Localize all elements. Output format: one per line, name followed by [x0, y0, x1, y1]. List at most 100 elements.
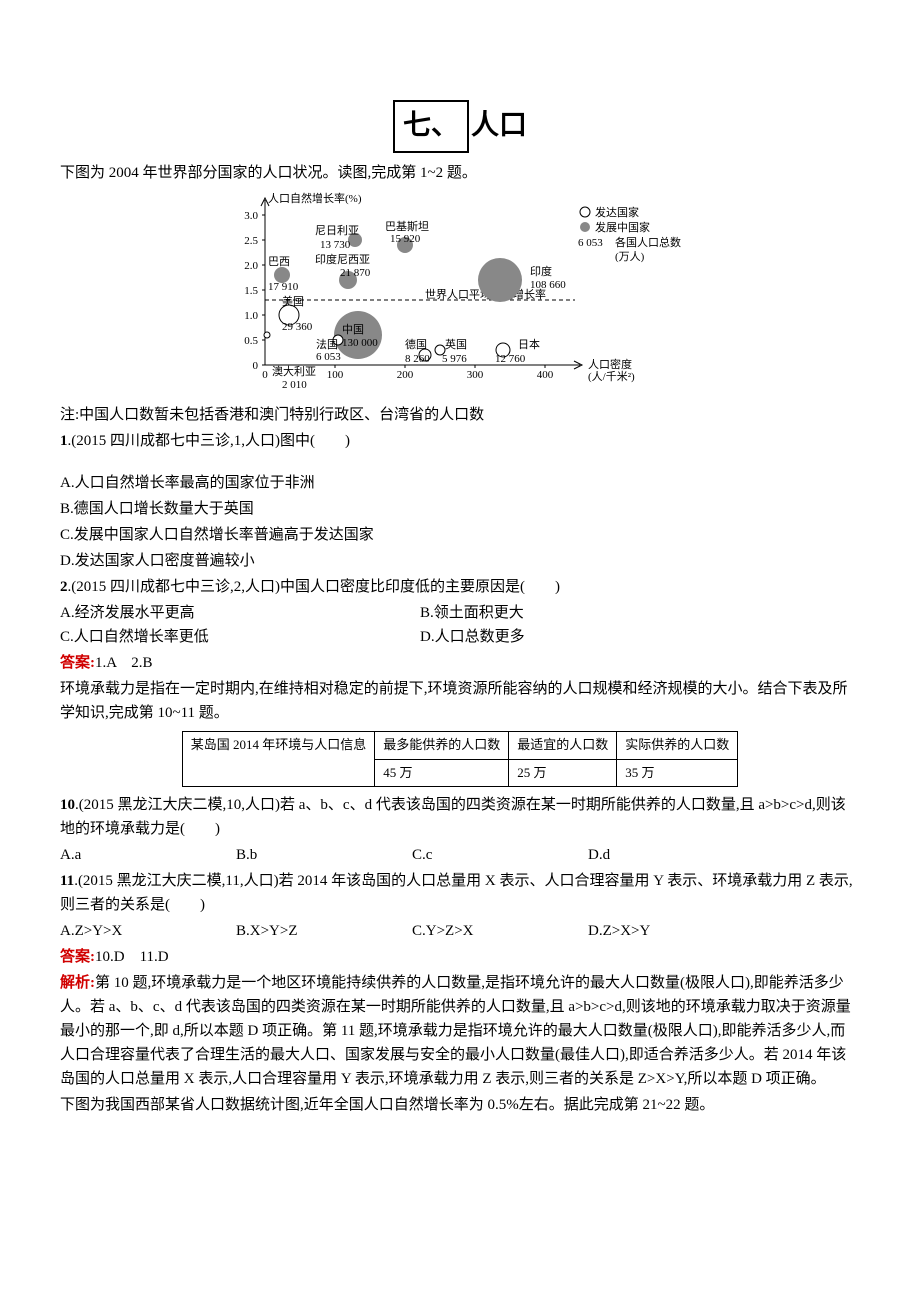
svg-text:巴基斯坦: 巴基斯坦: [385, 219, 429, 233]
q11-options: A.Z>Y>X B.X>Y>Z C.Y>Z>X D.Z>X>Y: [60, 919, 860, 943]
scatter-chart: 0 0.5 1.0 1.5 2.0 2.5 3.0 0 100 200 300 …: [60, 190, 860, 398]
data-points: 尼日利亚13 730 巴基斯坦15 920 巴西17 910 印度尼西亚21 8…: [264, 219, 566, 390]
y-label: 人口自然增长率(%): [268, 191, 362, 205]
question-10: 10.(2015 黑龙江大庆二模,10,人口)若 a、b、c、d 代表该岛国的四…: [60, 793, 860, 841]
q11-opt-a: A.Z>Y>X: [60, 919, 236, 943]
svg-text:8 260: 8 260: [405, 353, 430, 365]
svg-text:0: 0: [262, 369, 268, 381]
q2-stem: 中国人口密度比印度低的主要原因是( ): [280, 579, 560, 595]
table-v2: 25 万: [509, 759, 617, 787]
question-11: 11.(2015 黑龙江大庆二模,11,人口)若 2014 年该岛国的人口总量用…: [60, 869, 860, 917]
q1-opt-c: C.发展中国家人口自然增长率普遍高于发达国家: [60, 523, 860, 547]
table-h1: 最多能供养的人口数: [375, 731, 509, 759]
svg-text:108 660: 108 660: [530, 279, 566, 291]
svg-text:2.0: 2.0: [244, 260, 258, 272]
chart-note: 注:中国人口数暂未包括香港和澳门特别行政区、台湾省的人口数: [60, 403, 860, 427]
svg-text:3.0: 3.0: [244, 210, 258, 222]
svg-text:15 920: 15 920: [390, 233, 421, 245]
table-h2: 最适宜的人口数: [509, 731, 617, 759]
q11-num: 11: [60, 873, 74, 889]
q11-opt-b: B.X>Y>Z: [236, 919, 412, 943]
svg-text:0.5: 0.5: [244, 335, 258, 347]
svg-text:6 053: 6 053: [578, 237, 603, 249]
explanation-text: 第 10 题,环境承载力是一个地区环境能持续供养的人口数量,是指环境允许的最大人…: [60, 975, 851, 1087]
svg-text:2 010: 2 010: [282, 379, 307, 390]
svg-text:29 360: 29 360: [282, 321, 313, 333]
svg-text:印度: 印度: [530, 264, 552, 278]
q10-options: A.a B.b C.c D.d: [60, 843, 860, 867]
q2-opt-b: B.领土面积更大: [420, 601, 780, 625]
q1-num: 1: [60, 433, 68, 449]
svg-text:12 760: 12 760: [495, 353, 526, 365]
svg-text:1.5: 1.5: [244, 285, 258, 297]
answer-10-11: 答案:10.D 11.D: [60, 945, 860, 969]
answer-label: 答案:: [60, 655, 95, 671]
svg-text:英国: 英国: [445, 337, 467, 351]
q10-opt-d: D.d: [588, 843, 764, 867]
q1-stem: 图中( ): [280, 433, 350, 449]
explanation-10-11: 解析:第 10 题,环境承载力是一个地区环境能持续供养的人口数量,是指环境允许的…: [60, 971, 860, 1091]
title-unboxed: 人口: [471, 104, 527, 149]
svg-text:法国: 法国: [316, 337, 338, 351]
svg-text:中国: 中国: [342, 323, 364, 336]
svg-text:发展中国家: 发展中国家: [595, 220, 650, 234]
q2-options: A.经济发展水平更高 B.领土面积更大 C.人口自然增长率更低 D.人口总数更多: [60, 601, 860, 649]
explanation-label: 解析:: [60, 975, 95, 991]
svg-text:日本: 日本: [518, 337, 540, 351]
svg-text:1.0: 1.0: [244, 310, 258, 322]
chart-legend: 发达国家 发展中国家 6 053各国人口总数 (万人): [578, 205, 681, 263]
q2-opt-c: C.人口自然增长率更低: [60, 625, 420, 649]
env-pop-table: 某岛国 2014 年环境与人口信息 最多能供养的人口数 最适宜的人口数 实际供养…: [182, 731, 739, 788]
spacer: [60, 455, 860, 469]
q2-opt-d: D.人口总数更多: [420, 625, 780, 649]
svg-text:200: 200: [397, 369, 414, 381]
svg-text:5 976: 5 976: [442, 353, 467, 365]
question-2: 2.(2015 四川成都七中三诊,2,人口)中国人口密度比印度低的主要原因是( …: [60, 575, 860, 599]
q10-opt-a: A.a: [60, 843, 236, 867]
x-label-top: 人口密度: [588, 357, 632, 371]
svg-text:400: 400: [537, 369, 554, 381]
q11-opt-c: C.Y>Z>X: [412, 919, 588, 943]
svg-text:发达国家: 发达国家: [595, 205, 639, 219]
svg-text:2.5: 2.5: [244, 235, 258, 247]
q10-opt-c: C.c: [412, 843, 588, 867]
table-rowhead: 某岛国 2014 年环境与人口信息: [182, 731, 375, 787]
answer-text: 10.D 11.D: [95, 949, 169, 965]
svg-text:巴西: 巴西: [268, 256, 290, 268]
q2-num: 2: [60, 579, 68, 595]
svg-text:(万人): (万人): [615, 250, 645, 263]
page-title: 七、人口: [60, 100, 860, 153]
title-boxed: 七、: [393, 100, 469, 153]
table-v1: 45 万: [375, 759, 509, 787]
q10-num: 10: [60, 797, 75, 813]
q1-src: (2015 四川成都七中三诊,1,人口): [71, 433, 280, 449]
table-h3: 实际供养的人口数: [617, 731, 738, 759]
q10-opt-b: B.b: [236, 843, 412, 867]
intro-text-3: 下图为我国西部某省人口数据统计图,近年全国人口自然增长率为 0.5%左右。据此完…: [60, 1093, 860, 1117]
svg-text:6 053: 6 053: [316, 351, 341, 363]
svg-text:17 910: 17 910: [268, 281, 299, 293]
q2-src: (2015 四川成都七中三诊,2,人口): [71, 579, 280, 595]
q11-src: (2015 黑龙江大庆二模,11,人口): [78, 873, 279, 889]
answer-label: 答案:: [60, 949, 95, 965]
q2-opt-a: A.经济发展水平更高: [60, 601, 420, 625]
q1-opt-d: D.发达国家人口密度普遍较小: [60, 549, 860, 573]
q1-opt-a: A.人口自然增长率最高的国家位于非洲: [60, 471, 860, 495]
q11-opt-d: D.Z>X>Y: [588, 919, 764, 943]
svg-text:尼日利亚: 尼日利亚: [315, 224, 359, 237]
q10-src: (2015 黑龙江大庆二模,10,人口): [79, 797, 280, 813]
svg-text:美国: 美国: [282, 295, 304, 308]
svg-text:21 870: 21 870: [340, 267, 371, 279]
svg-text:300: 300: [467, 369, 484, 381]
y-axis-ticks: 0 0.5 1.0 1.5 2.0 2.5 3.0: [244, 210, 265, 372]
svg-text:德国: 德国: [405, 337, 427, 351]
table-v3: 35 万: [617, 759, 738, 787]
svg-text:澳大利亚: 澳大利亚: [272, 364, 316, 378]
answer-1-2: 答案:1.A 2.B: [60, 651, 860, 675]
svg-text:100: 100: [327, 369, 344, 381]
question-1: 1.(2015 四川成都七中三诊,1,人口)图中( ): [60, 429, 860, 453]
intro-text-1: 下图为 2004 年世界部分国家的人口状况。读图,完成第 1~2 题。: [60, 161, 860, 185]
q1-opt-b: B.德国人口增长数量大于英国: [60, 497, 860, 521]
svg-text:0: 0: [253, 360, 259, 372]
svg-text:13 730: 13 730: [320, 239, 351, 251]
